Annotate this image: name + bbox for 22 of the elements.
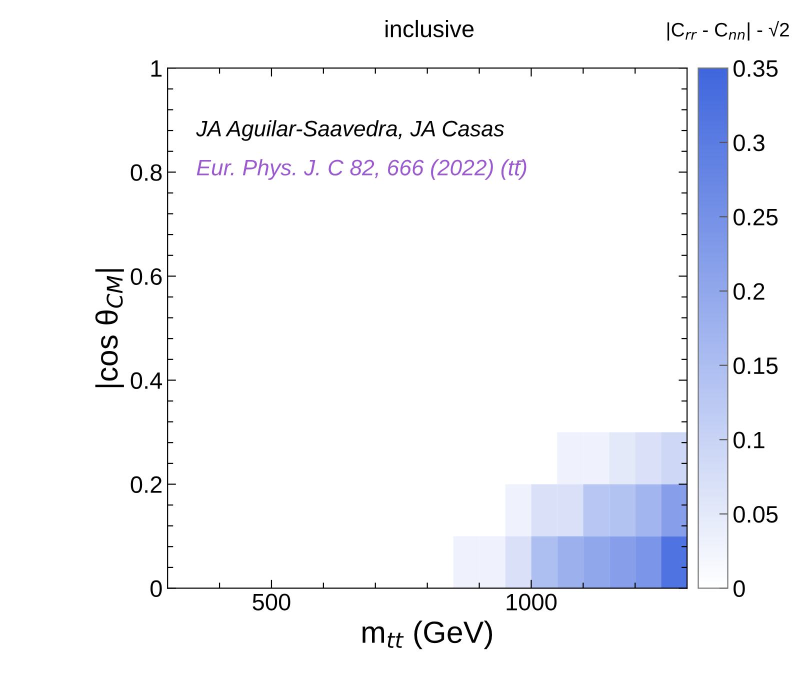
color-bar-label: 0.3	[734, 134, 764, 152]
color-bar-title: |C$_{rr}$ - C$_{nn}$| - √2	[668, 21, 789, 41]
y-axis-title: |cos θ$_{CM}$|	[95, 269, 124, 388]
x-tick-label: 500	[252, 594, 290, 610]
chart-title: inclusive	[386, 20, 474, 38]
x-tick-label: 1000	[506, 594, 557, 610]
color-bar-label: 0	[734, 580, 745, 598]
y-tick-label: 1	[151, 60, 162, 77]
color-bar-label: 0.1	[734, 432, 764, 448]
color-bar-label: 0.25	[734, 208, 778, 226]
y-tick-label: 0.4	[130, 372, 162, 389]
color-bar-label: 0.2	[734, 283, 764, 300]
y-tick-label: 0.8	[130, 164, 162, 181]
annotation: JA Aguilar-Saavedra, JA Casas	[196, 120, 504, 141]
x-axis-title: m$_{tt}$ (GeV)	[362, 620, 492, 650]
y-tick-label: 0	[150, 580, 162, 598]
annotation: Eur. Phys. J. C 82, 666 (2022) (tt̄)	[196, 159, 526, 180]
color-bar-label: 0.15	[734, 357, 778, 374]
y-tick-label: 0.6	[130, 268, 162, 285]
color-bar-label: 0.35	[734, 60, 778, 77]
color-bar-label: 0.05	[734, 506, 778, 523]
y-tick-label: 0.2	[130, 476, 162, 493]
